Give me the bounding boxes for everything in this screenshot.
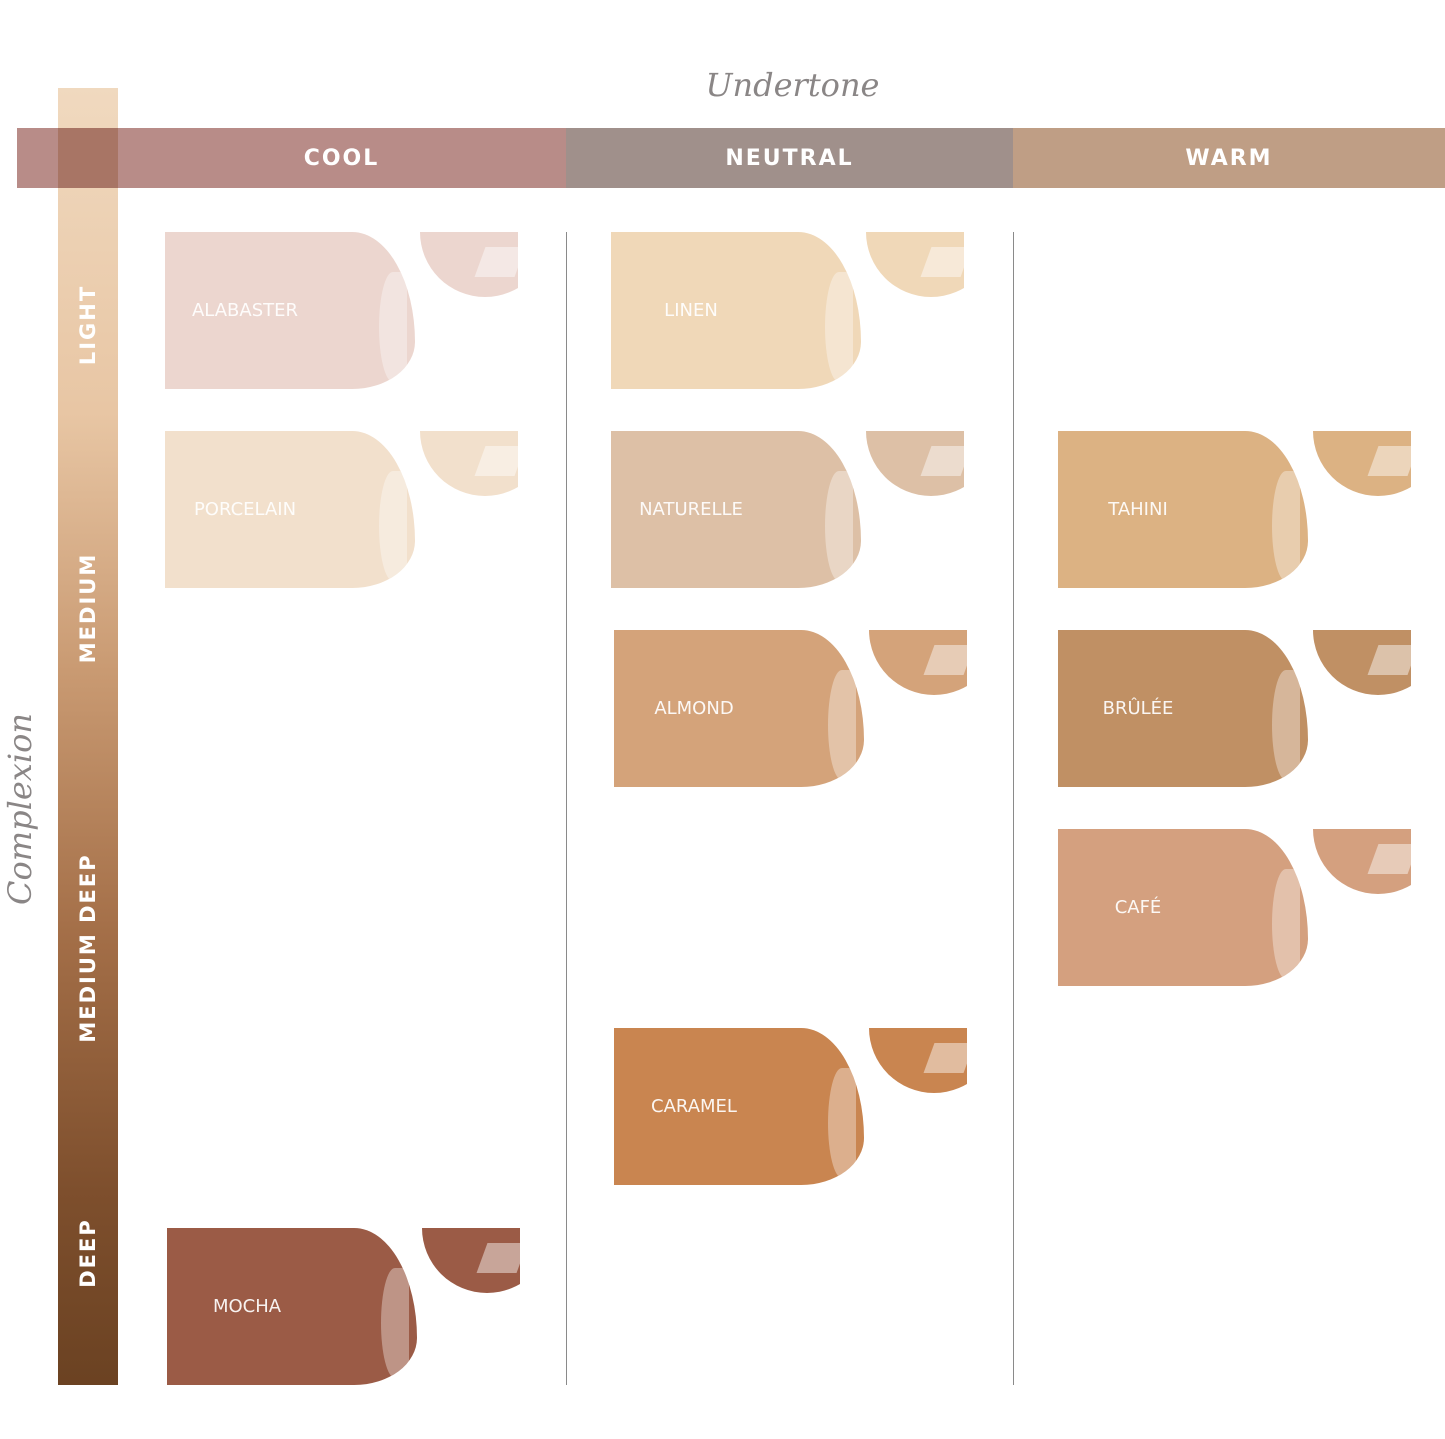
swatch-dot: [1313, 431, 1411, 496]
swatch-dot: [869, 630, 967, 695]
swatch-smear: [165, 232, 415, 389]
complexion-axis-title: Complexion: [1, 713, 39, 905]
swatch-dot: [420, 232, 518, 297]
swatch-smear: [165, 431, 415, 588]
swatch-smear: [611, 431, 861, 588]
shade-label: MOCHA: [212, 1296, 282, 1317]
swatch-smear: [1058, 630, 1308, 787]
swatch-smear: [167, 1228, 417, 1385]
shade-swatch: CAFÉ: [1058, 829, 1418, 986]
shade-swatch: NATURELLE: [611, 431, 971, 588]
shade-label: ALMOND: [654, 698, 734, 719]
complexion-deep: DEEP: [76, 1218, 100, 1288]
header-neutral: NEUTRAL: [566, 128, 1013, 188]
shade-swatch: LINEN: [611, 232, 971, 389]
header-label: COOL: [303, 145, 380, 171]
shade-swatch: ALABASTER: [165, 232, 525, 389]
shade-label: CARAMEL: [651, 1096, 737, 1117]
swatch-dot: [420, 431, 518, 496]
complexion-medium-deep: MEDIUM DEEP: [76, 853, 100, 1043]
swatch-smear: [614, 630, 864, 787]
shade-label: CAFÉ: [1114, 897, 1162, 918]
swatch-dot: [422, 1228, 520, 1293]
shade-swatch: CARAMEL: [614, 1028, 974, 1185]
swatch-dot: [869, 1028, 967, 1093]
header-warm: WARM: [1013, 128, 1445, 188]
swatch-dot: [866, 232, 964, 297]
swatch-dot: [1313, 829, 1411, 894]
bar-overlap: [58, 128, 118, 188]
header-label: WARM: [1185, 145, 1273, 171]
undertone-axis-title: Undertone: [705, 66, 880, 104]
shade-swatch: MOCHA: [167, 1228, 527, 1385]
shade-swatch: PORCELAIN: [165, 431, 525, 588]
swatch-smear: [1058, 431, 1308, 588]
swatch-smear: [1058, 829, 1308, 986]
swatch-dot: [1313, 630, 1411, 695]
shade-label: PORCELAIN: [193, 499, 297, 520]
shade-label: LINEN: [664, 300, 718, 321]
column-divider: [1013, 232, 1014, 1385]
shade-label: NATURELLE: [639, 499, 743, 520]
shade-label: BRÛLÉE: [1102, 698, 1174, 719]
shade-label: ALABASTER: [191, 300, 299, 321]
complexion-medium: MEDIUM: [76, 552, 100, 664]
swatch-smear: [611, 232, 861, 389]
shade-swatch: ALMOND: [614, 630, 974, 787]
header-label: NEUTRAL: [725, 145, 854, 171]
shade-swatch: BRÛLÉE: [1058, 630, 1418, 787]
swatch-smear: [614, 1028, 864, 1185]
shade-swatch: TAHINI: [1058, 431, 1418, 588]
complexion-bar: [58, 88, 118, 1385]
complexion-light: LIGHT: [76, 284, 100, 366]
shade-label: TAHINI: [1108, 499, 1168, 520]
column-divider: [566, 232, 567, 1385]
swatch-dot: [866, 431, 964, 496]
